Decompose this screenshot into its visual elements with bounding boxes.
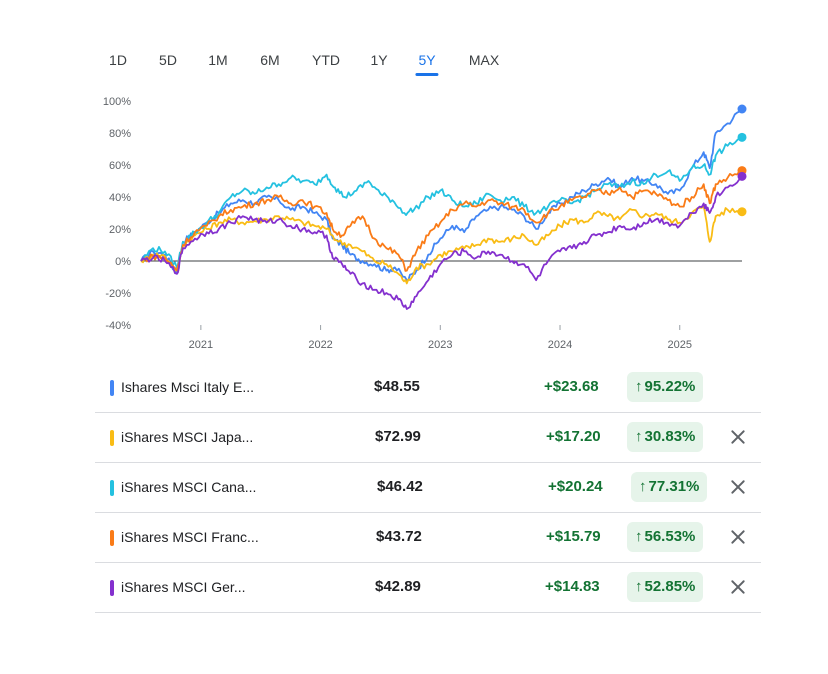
fund-name: iShares MSCI Franc... — [121, 529, 259, 545]
fund-price: $48.55 — [374, 378, 420, 395]
x-tick-label: 2024 — [548, 339, 572, 351]
table-row[interactable]: Ishares Msci Italy E... $48.55 +$23.68 ↑ 95.… — [95, 363, 761, 413]
x-tick-label: 2023 — [428, 339, 452, 351]
y-tick-label: 20% — [109, 224, 131, 236]
series-end-dot — [737, 207, 747, 217]
series-color-swatch — [110, 380, 114, 396]
series-end-dot — [737, 171, 747, 181]
y-tick-label: -40% — [105, 320, 131, 332]
y-tick-label: 60% — [109, 160, 131, 172]
arrow-up-icon: ↑ — [639, 478, 647, 495]
remove-comparison-icon[interactable] — [728, 477, 748, 497]
comparison-line-chart: 100% 80% 60% 40% 20% 0% -20% -40% 2021 2022 2023 20… — [103, 96, 747, 351]
series-line — [140, 169, 743, 272]
range-tab-5d[interactable]: 5D — [159, 52, 177, 68]
price-change: +$14.83 — [545, 578, 600, 595]
x-tick-label: 2025 — [668, 339, 692, 351]
series-color-swatch — [110, 430, 114, 446]
comparison-table: Ishares Msci Italy E... $48.55 +$23.68 ↑ 95.… — [95, 363, 761, 613]
active-range-underline — [415, 73, 439, 76]
table-row[interactable]: iShares MSCI Franc... $43.72 +$15.79 ↑ 56.53… — [95, 513, 761, 563]
fund-name: iShares MSCI Cana... — [121, 479, 257, 495]
range-tab-label: 1Y — [370, 52, 388, 68]
fund-price: $43.72 — [376, 528, 422, 545]
fund-name: iShares MSCI Japa... — [121, 429, 254, 445]
remove-comparison-icon[interactable] — [728, 427, 748, 447]
remove-comparison-icon[interactable] — [728, 527, 748, 547]
series-line — [140, 108, 743, 282]
percent-change-badge: ↑ 56.53% — [627, 522, 704, 552]
arrow-up-icon: ↑ — [635, 578, 643, 595]
range-tab-ytd[interactable]: YTD — [312, 52, 340, 68]
percent-change-value: 30.83% — [644, 428, 696, 445]
series-end-dot — [737, 132, 747, 142]
series-line — [140, 175, 743, 310]
arrow-up-icon: ↑ — [635, 378, 643, 395]
remove-comparison-icon[interactable] — [728, 577, 748, 597]
table-row[interactable]: iShares MSCI Cana... $46.42 +$20.24 ↑ 77.31% — [95, 463, 761, 513]
range-tab-label: 5D — [159, 52, 177, 68]
arrow-up-icon: ↑ — [635, 428, 643, 445]
range-tab-max[interactable]: MAX — [469, 52, 499, 68]
percent-change-value: 52.85% — [644, 578, 696, 595]
percent-change-badge: ↑ 30.83% — [627, 422, 704, 452]
table-row[interactable]: iShares MSCI Ger... $42.89 +$14.83 ↑ 52.85% — [95, 563, 761, 613]
x-tick-label: 2022 — [308, 339, 332, 351]
fund-price: $42.89 — [375, 578, 421, 595]
range-tab-1y[interactable]: 1Y — [370, 52, 387, 68]
series-line — [140, 136, 743, 269]
range-tab-label: 1M — [208, 52, 228, 68]
series-end-dot — [737, 104, 747, 114]
range-tab-1d[interactable]: 1D — [109, 52, 127, 68]
price-change: +$17.20 — [546, 428, 601, 445]
percent-change-badge: ↑ 52.85% — [627, 572, 704, 602]
series-line — [140, 205, 743, 285]
fund-name: Ishares Msci Italy E... — [121, 379, 255, 395]
y-tick-label: 40% — [109, 192, 131, 204]
series-color-swatch — [110, 530, 114, 546]
range-tab-1m[interactable]: 1M — [208, 52, 227, 68]
fund-name: iShares MSCI Ger... — [121, 579, 246, 595]
range-tab-label: MAX — [468, 52, 500, 68]
range-tab-6m[interactable]: 6M — [260, 52, 279, 68]
percent-change-value: 56.53% — [644, 528, 696, 545]
y-tick-label: -20% — [105, 288, 131, 300]
range-tab-label: 6M — [260, 52, 280, 68]
x-tick-label: 2021 — [189, 339, 213, 351]
y-tick-label: 100% — [103, 96, 131, 108]
range-tab-label: 5Y — [418, 52, 436, 68]
y-tick-label: 0% — [115, 256, 131, 268]
percent-change-value: 77.31% — [648, 478, 700, 495]
range-tab-5y[interactable]: 5Y — [415, 52, 439, 76]
range-tab-label: 1D — [109, 52, 127, 68]
percent-change-value: 95.22% — [644, 378, 696, 395]
arrow-up-icon: ↑ — [635, 528, 643, 545]
price-change: +$20.24 — [548, 478, 603, 495]
range-tab-label: YTD — [312, 52, 340, 68]
fund-price: $46.42 — [377, 478, 423, 495]
table-row[interactable]: iShares MSCI Japa... $72.99 +$17.20 ↑ 30.83% — [95, 413, 761, 463]
percent-change-badge: ↑ 77.31% — [631, 472, 708, 502]
price-change: +$23.68 — [544, 378, 599, 395]
y-tick-label: 80% — [109, 128, 131, 140]
series-color-swatch — [110, 580, 114, 596]
price-change: +$15.79 — [546, 528, 601, 545]
series-color-swatch — [110, 480, 114, 496]
fund-price: $72.99 — [375, 428, 421, 445]
percent-change-badge: ↑ 95.22% — [627, 372, 704, 402]
